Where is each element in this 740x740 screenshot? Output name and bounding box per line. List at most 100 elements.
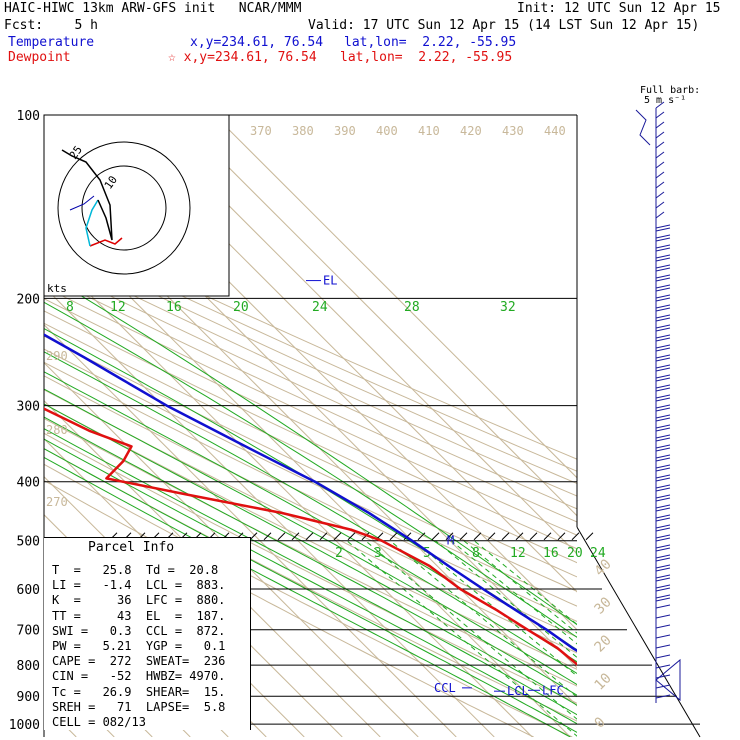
freezing-hatch [571, 532, 580, 541]
barb-legend-line1: Full barb: [640, 85, 701, 96]
isotherm-label: 20 [592, 632, 615, 655]
hodograph-units-label: kts [47, 282, 67, 295]
wind-barb [655, 307, 671, 312]
parcel-info-box: Parcel Info [44, 537, 251, 730]
wind-barb [655, 287, 671, 292]
theta-label: 430 [502, 124, 524, 138]
dewpoint-profile [44, 407, 577, 666]
wind-barb [655, 101, 665, 109]
dry-adiabat-line [44, 298, 577, 550]
parcel-info-row: CELL = 082/13 [52, 715, 146, 729]
freezing-hatch [515, 532, 524, 541]
wind-barb [655, 634, 671, 639]
pressure-label: 800 [17, 659, 40, 674]
pressure-label: 700 [17, 624, 40, 639]
mixing-ratio-label: 5 [423, 546, 431, 561]
wind-barb [655, 464, 671, 469]
wind-barb [655, 474, 671, 479]
forecast-hour: Fcst: 5 h [4, 18, 98, 33]
dry-adiabat-line [44, 240, 577, 485]
wind-barb [655, 457, 671, 462]
pressure-label: 500 [17, 535, 40, 550]
wind-barb [655, 547, 671, 552]
mixing-ratio-label: 8 [472, 546, 480, 561]
freezing-hatch [347, 532, 356, 541]
freezing-hatch [445, 532, 454, 541]
dry-adiabat-line [44, 286, 577, 536]
hodograph-trace-red [89, 237, 123, 247]
mixing-ratio-label: 28 [404, 300, 420, 315]
wind-barb [655, 484, 671, 489]
mixing-ratio-line [435, 540, 577, 659]
mixing-ratio-label: 12 [110, 300, 126, 315]
m-marker-label: M [447, 534, 454, 548]
mixing-ratio-label: 16 [166, 300, 182, 315]
isotherm-line [213, 115, 577, 479]
wind-barb [655, 694, 671, 699]
wind-barb [655, 554, 671, 559]
wind-barb [655, 384, 671, 389]
wind-barb [655, 257, 671, 262]
wind-barb [655, 244, 671, 249]
wind-barb [655, 367, 671, 372]
wind-barb [655, 264, 671, 269]
wind-barb [655, 407, 671, 412]
parcel-info-row: Tc = 26.9 SHEAR= 15. [52, 684, 226, 699]
wind-barb [655, 387, 671, 392]
wind-barb [655, 454, 671, 459]
wind-barb [655, 587, 671, 592]
freezing-hatch [403, 532, 412, 541]
wind-barb [655, 181, 665, 189]
wind-barb-cluster [655, 658, 681, 702]
wind-barb [655, 537, 671, 542]
wind-barb [655, 684, 671, 689]
freezing-hatch [291, 532, 300, 541]
hodograph-trace-black [61, 149, 113, 241]
theta-label: 420 [460, 124, 482, 138]
parcel-info-row: SWI = 0.3 CCL = 872. [52, 623, 226, 638]
wind-barb [655, 327, 671, 332]
mixing-ratio-line [389, 540, 577, 698]
temperature-legend: Temperature [8, 35, 95, 50]
wind-barb [655, 171, 665, 179]
freezing-hatch [585, 532, 594, 541]
wind-barb [655, 234, 671, 239]
mixing-ratio-label: 2 [335, 546, 343, 561]
el-marker-label: EL [323, 274, 337, 288]
freezing-hatch [473, 532, 482, 541]
hodograph-ring-label: 10 [102, 173, 120, 191]
wind-barb [655, 614, 671, 619]
wind-barb [655, 131, 665, 139]
freezing-hatch [263, 532, 272, 541]
wind-barb [655, 414, 671, 419]
hodograph-ring-outer [57, 141, 191, 275]
wind-barb [655, 201, 665, 209]
wind-barb [655, 534, 671, 539]
wind-barb [655, 427, 671, 432]
wind-barb [655, 514, 671, 519]
parcel-info-row: CAPE = 272 SWEAT= 236 [52, 654, 226, 669]
theta-label: 400 [376, 124, 398, 138]
freezing-hatch [557, 532, 566, 541]
isotherm-line [44, 362, 419, 737]
temperature-profile [44, 333, 577, 653]
wind-barb [655, 254, 671, 259]
wind-barb [655, 337, 671, 342]
freezing-hatch [277, 532, 286, 541]
wind-barb [655, 161, 665, 169]
dry-adiabat-line [44, 361, 577, 622]
wind-barb [655, 594, 671, 599]
parcel-info-row: T = 25.8 Td = 20.8 [52, 563, 219, 577]
wind-barb [655, 284, 671, 289]
wind-barb [655, 487, 671, 492]
parcel-info-row: K = 36 LFC = 880. [52, 593, 226, 608]
parcel-info-title: Parcel Info [88, 540, 175, 555]
wind-barb [655, 577, 671, 582]
wind-barb [635, 109, 651, 146]
theta-label: 440 [544, 124, 566, 138]
freezing-hatch [305, 532, 314, 541]
isotherm-label: 30 [592, 594, 615, 617]
wind-barb [655, 211, 665, 219]
wind-barb [655, 354, 671, 359]
dry-adiabat-line [44, 274, 577, 523]
